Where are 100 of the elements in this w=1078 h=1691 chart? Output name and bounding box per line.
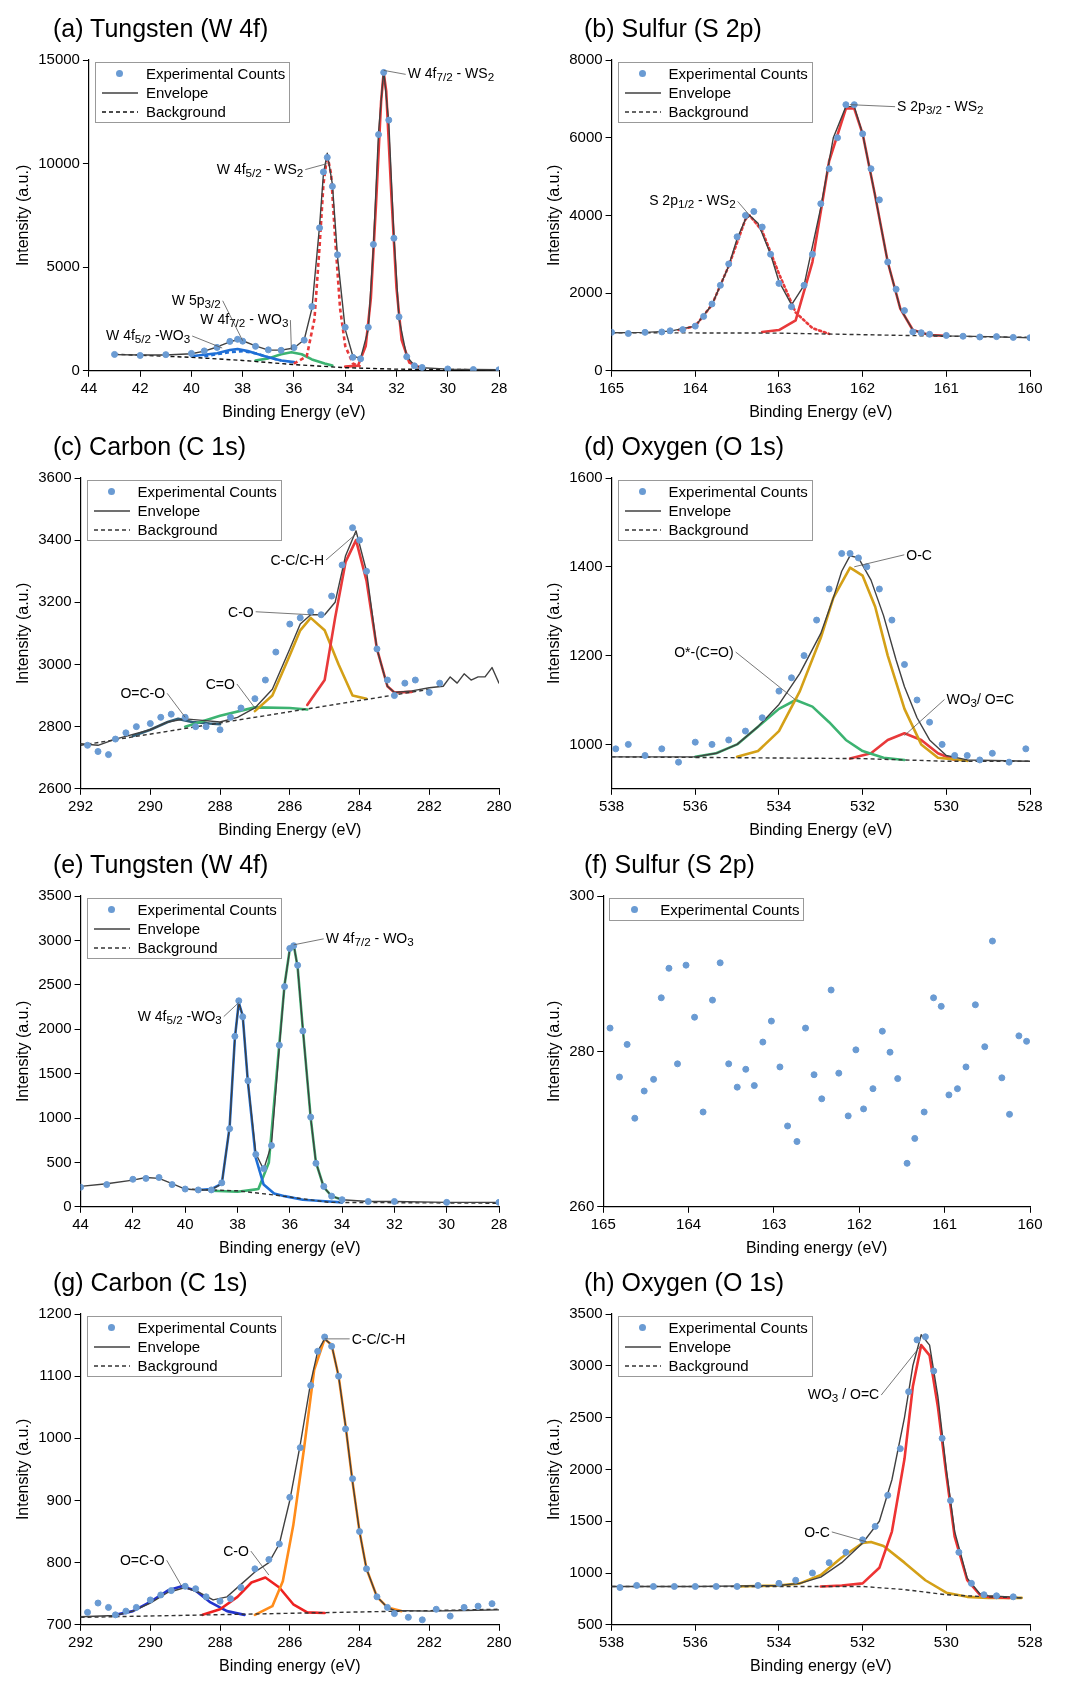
y-tick-label: 800 [46, 1552, 72, 1570]
x-tick-label: 280 [486, 1632, 512, 1650]
x-tick-label: 282 [416, 1632, 442, 1650]
x-tick-label: 161 [932, 1214, 958, 1232]
x-tick-label: 164 [682, 378, 708, 396]
x-tick-label: 290 [137, 796, 163, 814]
y-tick-label: 2600 [38, 778, 72, 796]
x-tick-label: 280 [486, 796, 512, 814]
x-tick-label: 165 [590, 1214, 616, 1232]
x-tick-label: 32 [388, 378, 405, 396]
annotation: W 4f$_{7/2}$ - WO$_{3}$ [200, 310, 289, 330]
legend-label: Envelope [668, 83, 732, 102]
y-tick-label: 3500 [569, 1304, 603, 1322]
x-axis-title: Binding energy (eV) [750, 1656, 892, 1674]
y-tick-label: 1100 [39, 1366, 72, 1384]
y-tick-label: 8000 [569, 50, 603, 68]
annotation: O-C [804, 1523, 830, 1540]
annotation: C-C/C-H [270, 551, 325, 568]
x-tick-label: 44 [80, 378, 98, 396]
y-tick-label: 4000 [569, 205, 603, 223]
annotation: O=C-O [120, 685, 166, 702]
legend-label: Envelope [137, 919, 201, 938]
y-tick-label: 1500 [569, 1511, 603, 1529]
x-tick-label: 165 [599, 378, 625, 396]
x-tick-label: 34 [336, 378, 354, 396]
y-axis-title: Intensity (a.u.) [545, 582, 563, 685]
x-tick-label: 162 [850, 378, 876, 396]
y-tick-label: 900 [46, 1490, 72, 1508]
x-axis-title: Binding energy (eV) [745, 1238, 888, 1256]
annotation: C-C/C-H [351, 1330, 406, 1347]
y-tick-label: 3000 [38, 930, 72, 948]
x-tick-label: 38 [234, 378, 252, 396]
y-axis-title: Intensity (a.u.) [545, 1418, 563, 1521]
y-tick-label: 2800 [38, 716, 72, 734]
x-tick-label: 530 [933, 796, 959, 814]
y-tick-label: 10000 [38, 153, 80, 171]
legend-label: Experimental Counts [137, 1318, 277, 1337]
y-axis-title: Intensity (a.u.) [14, 164, 32, 267]
y-tick-label: 1500 [38, 1063, 72, 1081]
y-tick-label: 280 [569, 1041, 595, 1059]
legend-label: Experimental Counts [137, 482, 277, 501]
legend-label: Envelope [668, 501, 732, 520]
annotation: C=O [205, 675, 235, 692]
x-tick-label: 284 [347, 796, 373, 814]
x-tick-label: 532 [850, 796, 876, 814]
annotation: S 2p$_{1/2}$ - WS$_{2}$ [649, 191, 736, 211]
x-tick-label: 28 [490, 378, 508, 396]
chart-title: (c) Carbon (C 1s) [52, 431, 248, 462]
x-tick-label: 528 [1017, 796, 1043, 814]
y-tick-label: 2000 [569, 283, 603, 301]
y-tick-label: 0 [71, 360, 80, 378]
y-axis-title: Intensity (a.u.) [14, 1418, 32, 1521]
y-tick-label: 1200 [38, 1304, 72, 1322]
legend-label: Experimental Counts [668, 64, 808, 83]
y-tick-label: 3400 [38, 530, 72, 548]
chart-title: (a) Tungsten (W 4f) [52, 13, 270, 44]
x-tick-label: 42 [131, 378, 149, 396]
x-tick-label: 282 [416, 796, 442, 814]
x-tick-label: 164 [676, 1214, 702, 1232]
y-tick-label: 3600 [38, 468, 72, 486]
legend-label: Experimental Counts [660, 900, 800, 919]
y-tick-label: 2000 [569, 1459, 603, 1477]
y-tick-label: 260 [569, 1196, 595, 1214]
x-tick-label: 36 [285, 378, 303, 396]
y-tick-label: 1000 [569, 1563, 603, 1581]
y-tick-label: 0 [63, 1196, 72, 1214]
annotation: W 4f$_{7/2}$ - WS$_{2}$ [407, 64, 495, 84]
y-tick-label: 700 [46, 1614, 72, 1632]
chart-title: (g) Carbon (C 1s) [52, 1267, 249, 1298]
x-tick-label: 40 [176, 1214, 194, 1232]
x-axis-title: Binding Energy (eV) [218, 820, 362, 838]
y-tick-label: 3200 [38, 592, 72, 610]
x-tick-label: 286 [277, 1632, 303, 1650]
chart-title: (e) Tungsten (W 4f) [52, 849, 270, 880]
y-tick-label: 500 [46, 1152, 72, 1170]
x-tick-label: 288 [207, 1632, 233, 1650]
x-tick-label: 38 [229, 1214, 246, 1232]
y-tick-label: 3000 [569, 1355, 603, 1373]
y-tick-label: 2500 [38, 974, 72, 992]
y-tick-label: 2500 [569, 1407, 603, 1425]
annotation: O-C [906, 546, 932, 563]
x-tick-label: 28 [490, 1214, 508, 1232]
annotation: O=C-O [119, 1552, 165, 1569]
x-tick-label: 160 [1017, 1214, 1043, 1232]
x-axis-title: Binding energy (eV) [219, 1656, 361, 1674]
annotation: C-O [228, 603, 254, 620]
legend-label: Background [145, 102, 226, 121]
y-axis-title: Intensity (a.u.) [545, 1000, 563, 1103]
x-tick-label: 536 [682, 796, 708, 814]
x-axis-title: Binding Energy (eV) [222, 402, 366, 420]
y-tick-label: 3500 [38, 886, 72, 904]
chart-title: (f) Sulfur (S 2p) [583, 849, 756, 880]
legend-label: Envelope [137, 1337, 201, 1356]
y-tick-label: 500 [577, 1614, 603, 1632]
chart-title: (b) Sulfur (S 2p) [583, 13, 763, 44]
x-tick-label: 290 [137, 1632, 163, 1650]
x-tick-label: 32 [386, 1214, 403, 1232]
x-tick-label: 163 [761, 1214, 787, 1232]
y-tick-label: 5000 [46, 257, 80, 275]
x-tick-label: 532 [850, 1632, 876, 1650]
